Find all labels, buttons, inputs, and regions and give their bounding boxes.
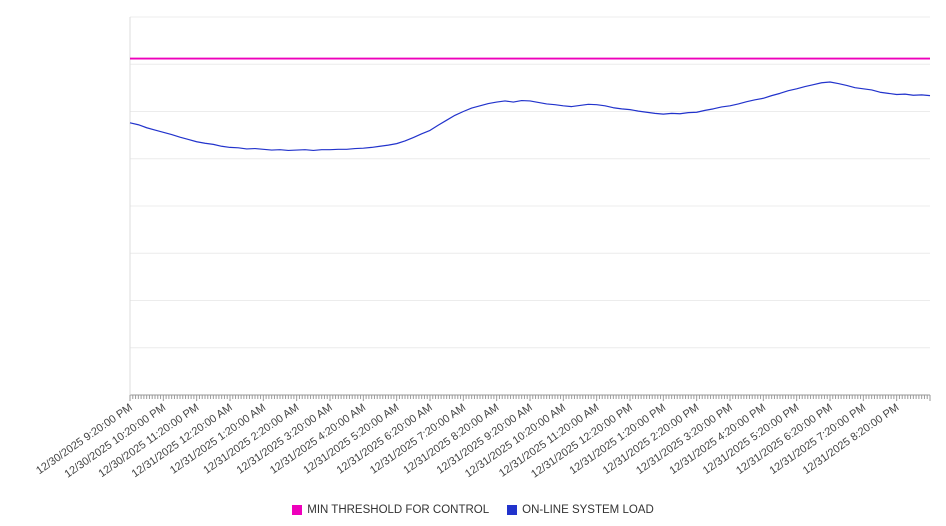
- legend-item-system-load[interactable]: ON-LINE SYSTEM LOAD: [507, 504, 654, 516]
- legend-item-threshold[interactable]: MIN THRESHOLD FOR CONTROL: [292, 504, 489, 516]
- threshold-legend-swatch: [292, 505, 303, 515]
- chart-legend: MIN THRESHOLD FOR CONTROL ON-LINE SYSTEM…: [0, 504, 946, 516]
- threshold-legend-label: MIN THRESHOLD FOR CONTROL: [307, 504, 490, 516]
- system-load-line: [129, 81, 931, 152]
- system-load-legend-swatch: [507, 505, 518, 515]
- system-load-legend-label: ON-LINE SYSTEM LOAD: [522, 504, 654, 516]
